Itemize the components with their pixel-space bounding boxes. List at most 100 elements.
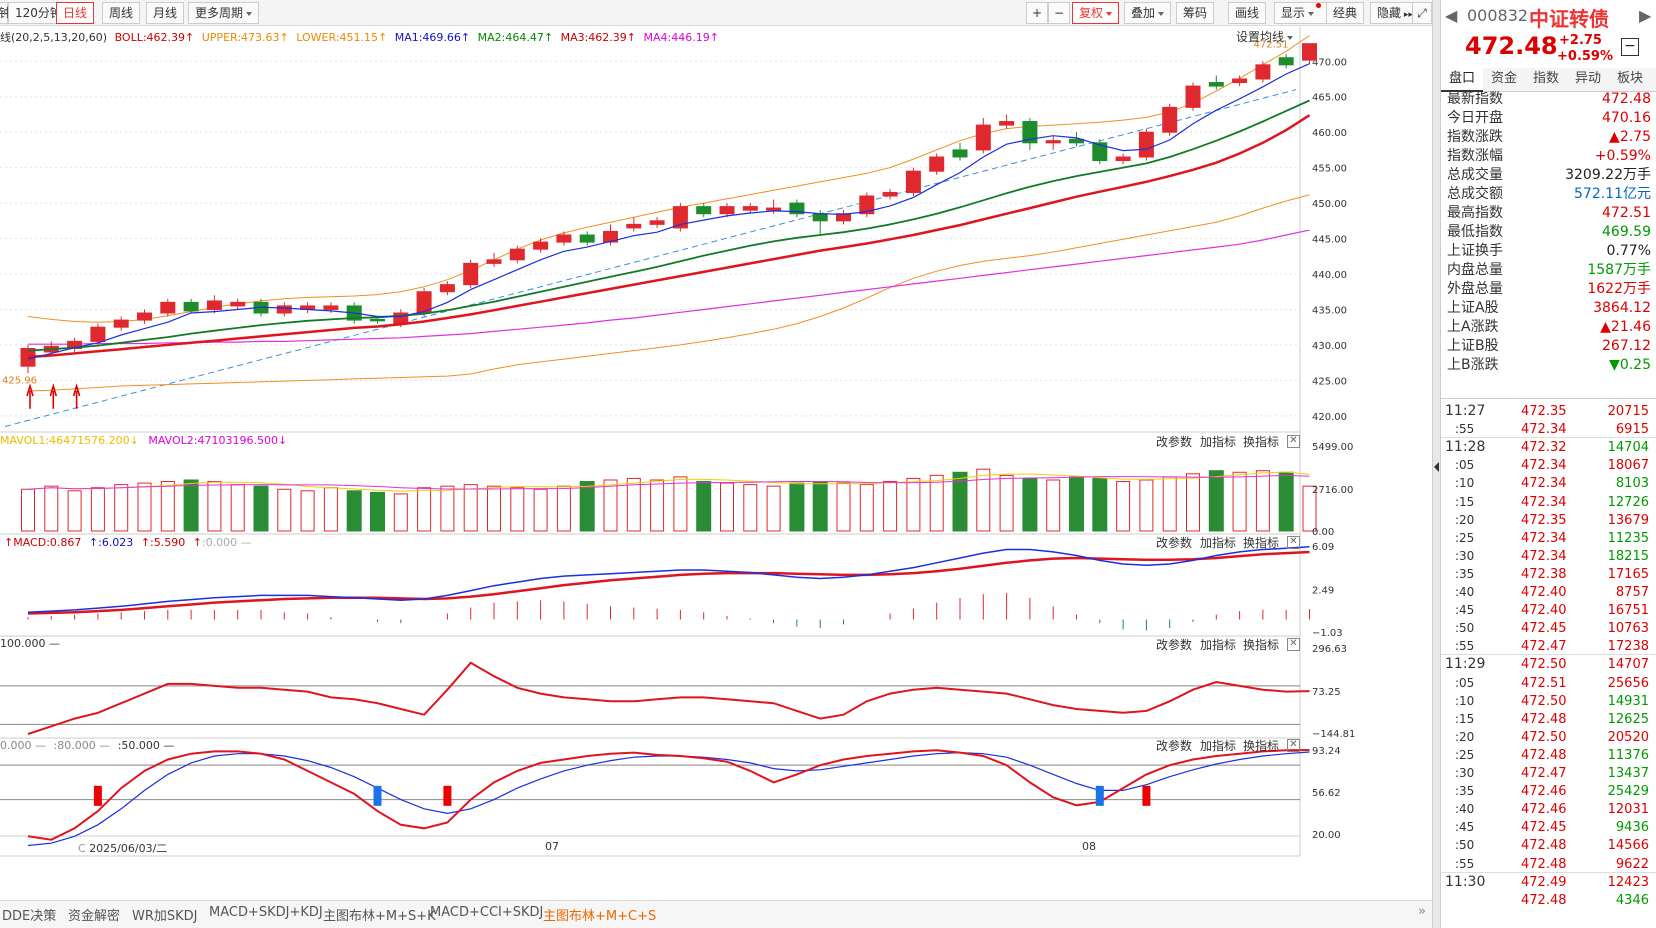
candle-body [603, 230, 618, 243]
candle-body [789, 202, 805, 215]
tab-wr-skdj[interactable]: WR加SKDJ [132, 909, 198, 924]
volume-bar [277, 488, 292, 532]
zero-value: :0.000 — [201, 536, 252, 549]
boll-lower-line [27, 194, 1310, 392]
tab-dde[interactable]: DDE决策 [2, 909, 57, 924]
tick-price: 472.48 [1521, 711, 1567, 727]
period-monthly-button[interactable]: 月线 [146, 2, 185, 24]
tab-boll-msk[interactable]: 主图布林+M+S+K [323, 909, 436, 924]
tick-row: 11:28 472.32 14704 [1445, 438, 1653, 457]
tick-row: :25 472.34 11235 [1445, 529, 1653, 548]
stat-value: 3864.12 [1593, 300, 1651, 316]
candle-body [509, 248, 525, 261]
macd-add-indicator-button[interactable]: 加指标 [1200, 536, 1237, 550]
close-icon[interactable]: ✕ [1287, 739, 1300, 752]
zoom-in-button[interactable]: + [1026, 2, 1048, 24]
down-arrow-icon: ↓ [129, 434, 139, 447]
volume-bar [650, 479, 665, 532]
tab-index[interactable]: 指数 [1532, 71, 1559, 86]
tab-macd-cci-skdj[interactable]: MACD+CCI+SKDJ [430, 905, 544, 920]
period-minute-button[interactable]: 钟 [0, 2, 11, 24]
mavol1-value: MAVOL1:46471576.200 [0, 434, 130, 447]
candle-body [486, 259, 502, 264]
candle-body [370, 318, 385, 322]
stat-row: 指数涨幅 +0.59% [1447, 146, 1651, 166]
boll-value: BOLL:462.39 [114, 31, 186, 44]
ma4-line [28, 229, 1310, 345]
volume-bar [160, 481, 175, 532]
macd-legend: ↑MACD:0.867 ↑:6.023 ↑:5.590 ↑:0.000 — [4, 536, 252, 549]
tick-price: 472.48 [1521, 856, 1567, 872]
tick-time: 11:30 [1445, 873, 1486, 890]
close-icon[interactable]: ✕ [1287, 435, 1300, 448]
set-ma-button[interactable]: 设置均线 [1236, 28, 1294, 45]
volume-bar [1116, 481, 1131, 532]
kdj-switch-indicator-button[interactable]: 换指标 [1243, 739, 1280, 753]
more-periods-dropdown[interactable]: 更多周期 [188, 2, 260, 24]
kdj-add-indicator-button[interactable]: 加指标 [1200, 739, 1237, 753]
next-arrow-icon[interactable]: ▶ [1639, 6, 1652, 25]
cci-add-indicator-button[interactable]: 加指标 [1200, 638, 1237, 652]
volume-bar [323, 487, 338, 532]
volume-bar [346, 490, 362, 532]
candle-body [579, 234, 595, 243]
close-icon[interactable]: ✕ [1287, 536, 1300, 549]
tab-abnormal[interactable]: 异动 [1574, 71, 1601, 86]
candle-body [160, 301, 176, 314]
minimize-icon[interactable]: − [1621, 38, 1639, 56]
tick-row: :30 472.47 13437 [1445, 764, 1653, 783]
tab-sector[interactable]: 板块 [1616, 71, 1643, 86]
macd-switch-indicator-button[interactable]: 换指标 [1243, 536, 1280, 550]
tab-boll-mcs[interactable]: 主图布林+M+C+S [543, 909, 657, 924]
tick-time: :40 [1455, 585, 1475, 599]
tab-order-book[interactable]: 盘口 [1441, 68, 1483, 92]
zoom-out-button[interactable]: − [1048, 2, 1070, 24]
adjust-rights-dropdown[interactable]: 复权 [1072, 2, 1120, 24]
draw-line-button[interactable]: 画线 [1228, 2, 1267, 24]
kdj-edit-params-button[interactable]: 改参数 [1156, 739, 1193, 753]
period-120min-button[interactable]: 120分钟 [8, 2, 69, 24]
prev-arrow-icon[interactable]: ◀ [1445, 6, 1458, 25]
display-dropdown[interactable]: 显示 [1274, 2, 1329, 24]
vol-edit-params-button[interactable]: 改参数 [1156, 435, 1193, 449]
tab-funds[interactable]: 资金 [1490, 71, 1517, 86]
tick-row: :55 472.47 17238 [1445, 637, 1653, 656]
tick-time: :10 [1455, 693, 1475, 708]
close-icon[interactable]: ✕ [1287, 638, 1300, 651]
up-arrow-icon: ↑ [192, 536, 202, 549]
period-weekly-button[interactable]: 周线 [102, 2, 141, 24]
overlay-dropdown[interactable]: 叠加 [1124, 2, 1172, 24]
panel-splitter[interactable] [1432, 0, 1440, 928]
vol-switch-indicator-button[interactable]: 换指标 [1243, 435, 1280, 449]
tick-time: 11:27 [1445, 403, 1486, 419]
quote-panel: ◀ 000832 中证转债 ▶ 472.48 +2.75 +0.59% − 盘口… [1440, 0, 1656, 928]
kdj-signal-bar [443, 785, 452, 806]
classic-button[interactable]: 经典 [1326, 2, 1365, 24]
stat-value: 0.77% [1606, 243, 1651, 259]
cci-switch-indicator-button[interactable]: 换指标 [1243, 638, 1280, 652]
cci-edit-params-button[interactable]: 改参数 [1156, 638, 1193, 652]
double-chevron-right-icon[interactable]: » [1418, 904, 1426, 919]
period-daily-button[interactable]: 日线 [56, 2, 95, 24]
volume-bar [207, 481, 222, 532]
chips-button[interactable]: 筹码 [1176, 2, 1215, 24]
tick-time: :55 [1455, 422, 1475, 437]
chart-area[interactable]: 470.00 465.00 460.00 455.00 450.00 445.00 440.… [0, 26, 1432, 896]
up-arrow-icon: ↑ [140, 536, 151, 549]
price-change: +2.75 [1559, 33, 1602, 48]
stat-value: 1587万手 [1587, 262, 1651, 278]
up-arrow-icon: ↑ [626, 31, 637, 44]
macd-edit-params-button[interactable]: 改参数 [1156, 536, 1193, 550]
hide-button[interactable]: 隐藏 ▸▸ [1370, 2, 1420, 24]
collapse-arrow-icon[interactable] [1434, 462, 1439, 472]
stat-row: 上证换手 0.77% [1447, 241, 1651, 261]
chart-canvas: 470.00 465.00 460.00 455.00 450.00 445.00 440.… [0, 26, 1355, 857]
tab-fund-decode[interactable]: 资金解密 [68, 909, 121, 924]
tick-volume: 12625 [1607, 711, 1649, 727]
candle-body [1302, 43, 1317, 61]
tick-row: 11:29 472.50 14707 [1445, 655, 1653, 674]
tab-macd-skdj-kdj[interactable]: MACD+SKDJ+KDJ [209, 905, 323, 920]
expand-button[interactable]: ⤢ [1412, 2, 1432, 24]
vol-add-indicator-button[interactable]: 加指标 [1200, 435, 1237, 449]
last-price: 472.48 [1465, 32, 1558, 60]
